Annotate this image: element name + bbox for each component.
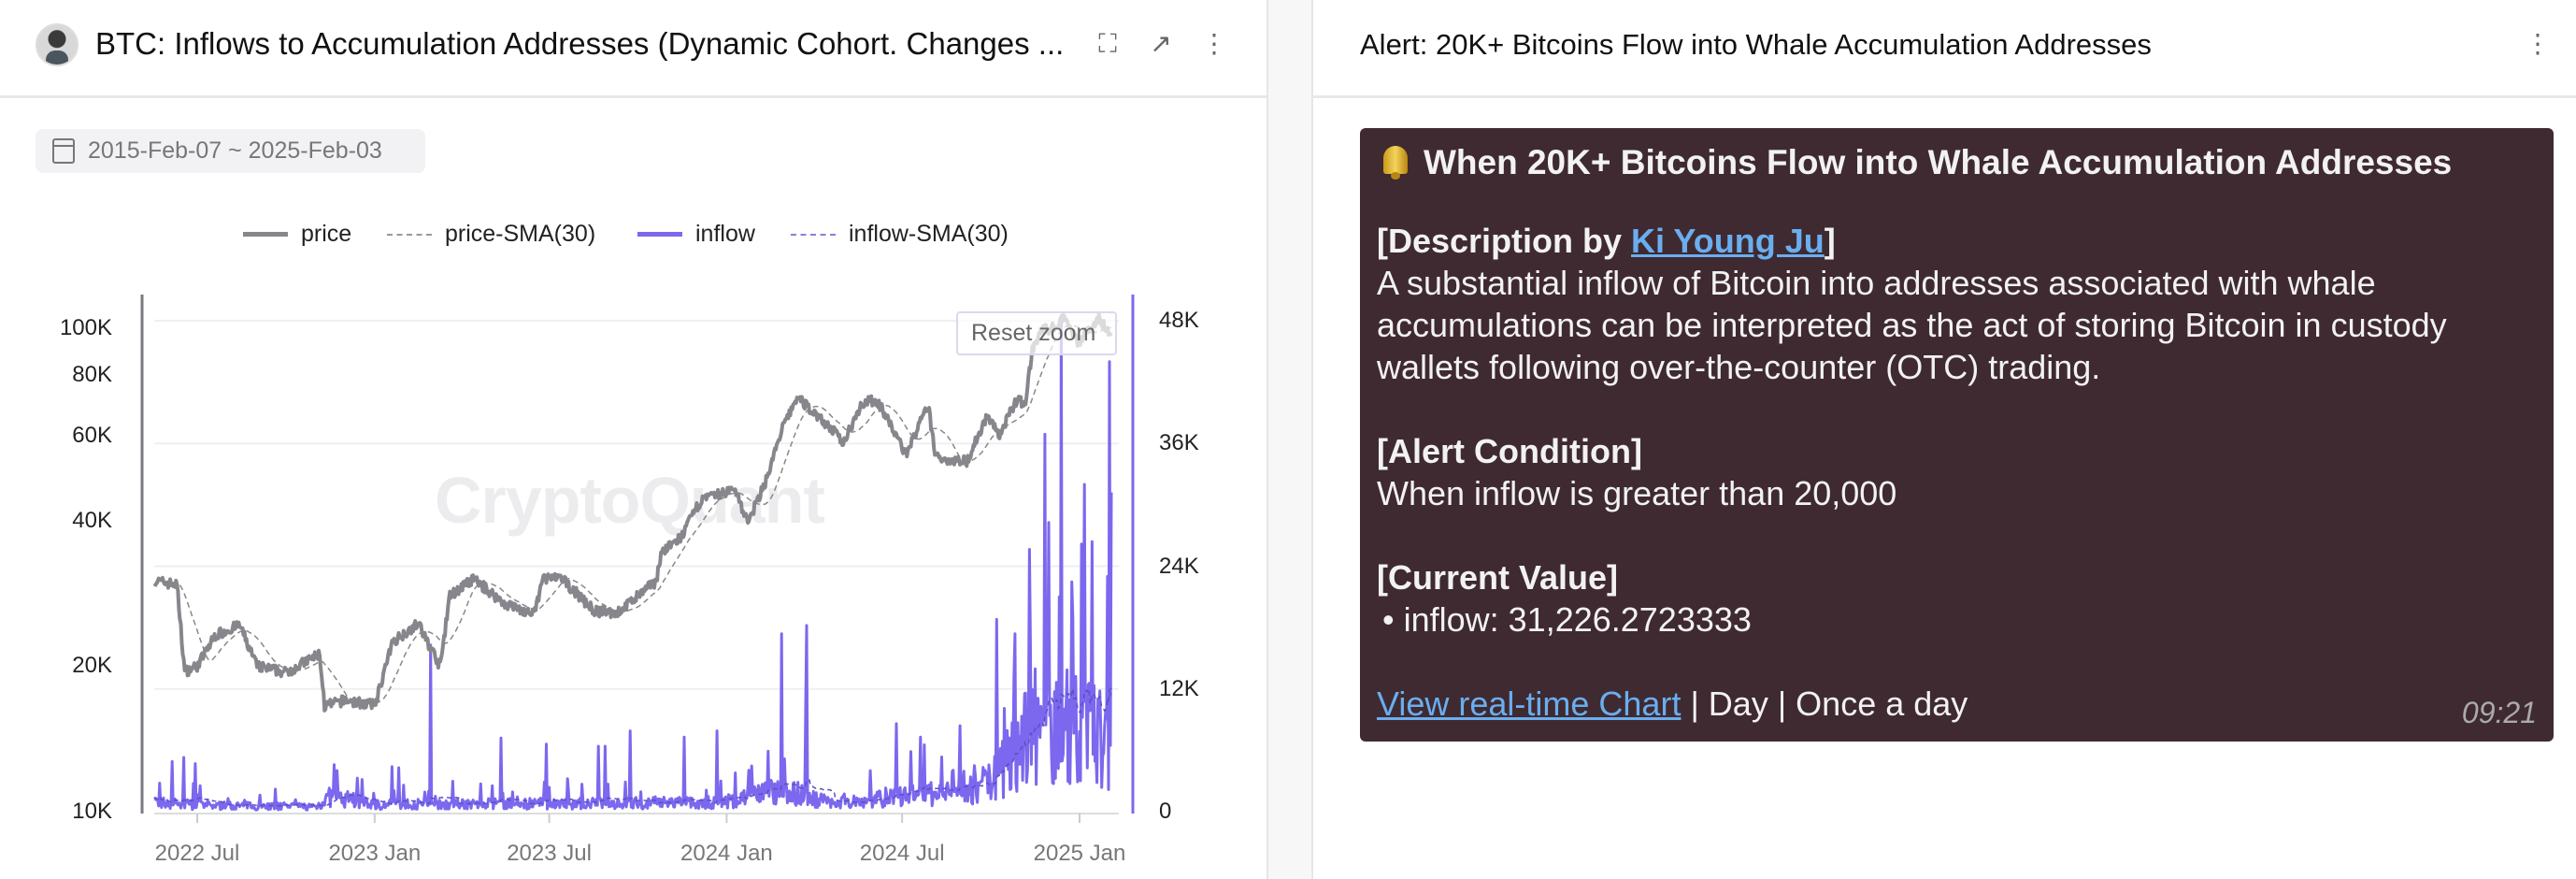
chart-legend: price price-SMA(30) inflow inflow-SMA(30… [0, 221, 1267, 252]
x-axis-tick-label: 2025 Jan [1033, 841, 1126, 866]
author-avatar[interactable] [36, 23, 79, 66]
x-axis-tick-label: 2022 Jul [154, 841, 240, 866]
view-chart-link[interactable]: View real-time Chart [1377, 684, 1682, 723]
alert-panel: Alert: 20K+ Bitcoins Flow into Whale Acc… [1313, 0, 2576, 879]
x-axis-tick-label: 2023 Jul [507, 841, 592, 866]
condition-heading: [Alert Condition] [1377, 432, 1642, 470]
x-axis-tick-label: 2023 Jan [328, 841, 422, 866]
frequency-text: | Day | Once a day [1681, 684, 1968, 723]
legend-label: price-SMA(30) [445, 221, 596, 247]
left-axis-tick-label: 60K [72, 422, 112, 448]
calendar-icon [52, 138, 75, 164]
left-axis-tick-label: 40K [72, 507, 112, 533]
description-text: A substantial inflow of Bitcoin into add… [1377, 264, 2447, 386]
description-label-end: ] [1824, 222, 1836, 260]
description-label: [Description by [1377, 222, 1632, 260]
bell-icon [1377, 143, 1414, 180]
left-axis-tick-label: 10K [72, 799, 112, 824]
x-axis-tick-label: 2024 Jan [680, 841, 773, 866]
left-axis-tick-label: 80K [72, 362, 112, 388]
price-series [152, 312, 1113, 713]
left-axis-tick-label: 100K [59, 315, 112, 340]
inflow-sma-series [154, 687, 1112, 807]
right-axis-tick-label: 36K [1159, 430, 1199, 456]
legend-label: price [301, 221, 352, 247]
chart-canvas[interactable] [0, 0, 1267, 879]
condition-text: When inflow is greater than 20,000 [1377, 474, 1897, 512]
chart-header: BTC: Inflows to Accumulation Addresses (… [0, 0, 1267, 98]
alert-header: Alert: 20K+ Bitcoins Flow into Whale Acc… [1313, 0, 2576, 98]
x-axis-tick-label: 2024 Jul [859, 841, 945, 866]
legend-label: inflow-SMA(30) [849, 221, 1009, 247]
open-external-icon[interactable]: ↗ [1150, 29, 1172, 58]
alert-title: Alert: 20K+ Bitcoins Flow into Whale Acc… [1360, 28, 2152, 61]
legend-inflow[interactable]: inflow [637, 221, 755, 248]
chart-title: BTC: Inflows to Accumulation Addresses (… [95, 26, 1065, 61]
legend-inflow-sma[interactable]: inflow-SMA(30) [791, 221, 1009, 248]
alert-time: 09:21 [2461, 696, 2537, 729]
panel-divider [1267, 0, 1313, 879]
reset-zoom-button[interactable]: Reset zoom [956, 311, 1117, 355]
legend-label: inflow [695, 221, 755, 247]
date-range-text: 2015-Feb-07 ~ 2025-Feb-03 [88, 137, 382, 164]
right-axis-tick-label: 24K [1159, 553, 1199, 579]
inflow-series [153, 314, 1113, 812]
legend-price[interactable]: price [243, 221, 351, 248]
price-sma-series [154, 324, 1112, 704]
date-range-picker[interactable]: 2015-Feb-07 ~ 2025-Feb-03 [36, 129, 425, 173]
chart-panel: BTC: Inflows to Accumulation Addresses (… [0, 0, 1267, 879]
more-options-icon[interactable]: ⋮ [1201, 29, 1227, 58]
alert-heading: When 20K+ Bitcoins Flow into Whale Accum… [1424, 142, 2453, 181]
fullscreen-icon[interactable]: ⛶ [1098, 29, 1117, 58]
right-axis-tick-label: 48K [1159, 308, 1199, 333]
right-axis-tick-label: 0 [1159, 799, 1172, 824]
left-axis-tick-label: 20K [72, 653, 112, 679]
current-value: • inflow: 31,226.2723333 [1382, 600, 1752, 639]
legend-price-sma[interactable]: price-SMA(30) [387, 221, 595, 248]
current-value-heading: [Current Value] [1377, 558, 1619, 597]
more-options-icon[interactable]: ⋮ [2525, 29, 2551, 58]
alert-card: When 20K+ Bitcoins Flow into Whale Accum… [1360, 128, 2554, 742]
right-axis-tick-label: 12K [1159, 675, 1199, 701]
author-link[interactable]: Ki Young Ju [1631, 222, 1825, 260]
